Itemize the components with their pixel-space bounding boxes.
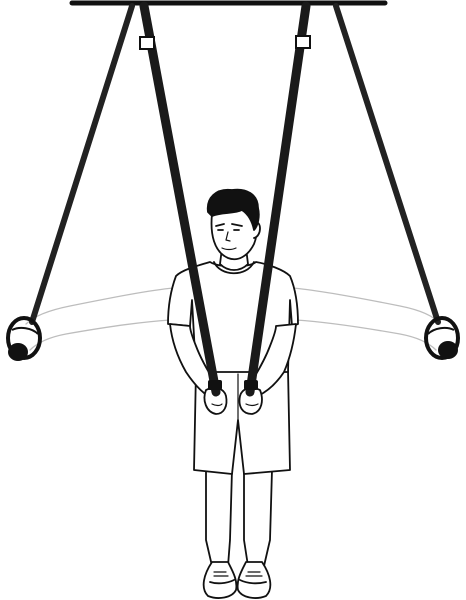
hair <box>206 188 260 231</box>
left-front-handle <box>208 380 222 390</box>
ghost-left-arm <box>25 287 175 325</box>
ghost-handles <box>6 316 460 361</box>
right-outer-strap <box>333 3 441 325</box>
strap-buckles <box>139 35 311 50</box>
ghost-right-arm-under <box>295 319 437 351</box>
left-inner-strap <box>139 1 221 397</box>
inner-straps <box>139 1 311 397</box>
ghost-right-arm <box>291 287 441 325</box>
right-inner-strap <box>245 1 311 397</box>
front-handles <box>208 380 258 390</box>
ghost-left-arm-under <box>29 319 171 351</box>
right-buckle <box>295 35 311 49</box>
left-shoe <box>202 561 238 599</box>
collar <box>213 261 255 275</box>
left-outer-strap <box>29 3 135 325</box>
right-leg <box>243 469 273 567</box>
right-ghost-handle <box>424 316 460 360</box>
left-leg <box>205 469 233 567</box>
right-front-handle <box>244 380 258 390</box>
left-ghost-handle <box>6 316 42 361</box>
outer-straps <box>29 3 441 325</box>
ghost-arms <box>25 287 441 351</box>
right-shoe <box>236 561 272 599</box>
left-buckle <box>139 36 155 50</box>
